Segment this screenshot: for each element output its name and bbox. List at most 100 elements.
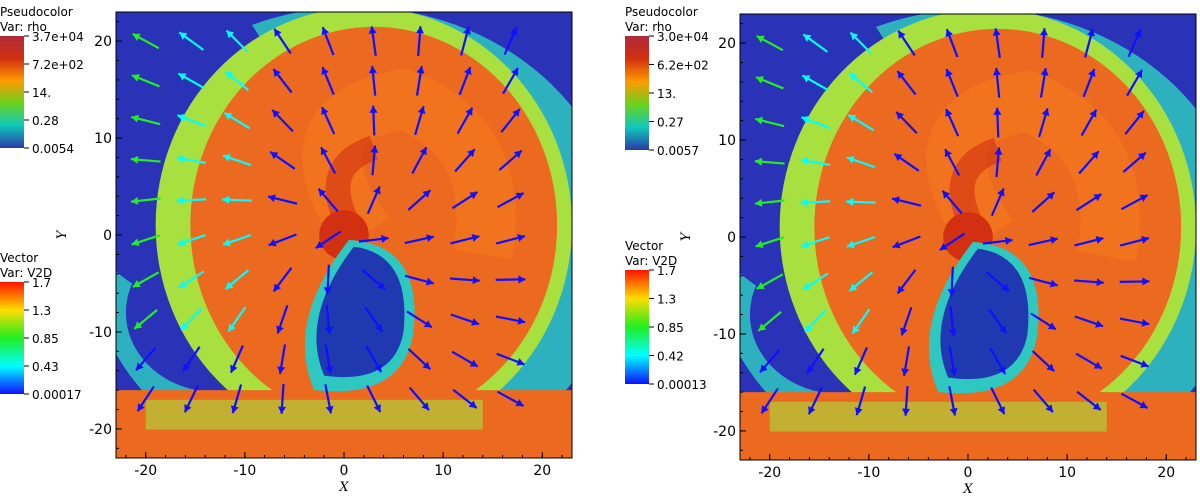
- legend-var: Var: rho: [0, 20, 47, 34]
- legend-value-label: 1.3: [657, 293, 676, 307]
- velocity-arrow: [456, 107, 474, 135]
- velocity-arrow: [757, 310, 782, 332]
- velocity-arrow: [1074, 315, 1104, 328]
- velocity-arrow: [406, 310, 433, 329]
- velocity-arrow: [982, 236, 1013, 245]
- velocity-arrow: [754, 198, 785, 207]
- x-tick-label: -20: [134, 463, 157, 479]
- velocity-arrow: [896, 70, 917, 96]
- legend-colorbar: [625, 36, 649, 150]
- velocity-arrow: [131, 234, 161, 247]
- velocity-arrow: [800, 236, 830, 249]
- velocity-arrow: [939, 232, 966, 252]
- x-tick-label: -10: [857, 465, 880, 481]
- velocity-arrow: [450, 276, 480, 285]
- velocity-arrow: [273, 28, 292, 55]
- velocity-arrow: [277, 344, 287, 374]
- velocity-arrow: [324, 344, 334, 374]
- velocity-arrow: [945, 68, 959, 98]
- velocity-arrow: [404, 234, 435, 245]
- velocity-arrow: [269, 150, 296, 170]
- y-tick-label: -10: [713, 327, 736, 343]
- velocity-arrow: [804, 309, 827, 333]
- y-tick-label: 20: [94, 34, 112, 50]
- legend-value-label: 14.: [32, 86, 51, 100]
- velocity-arrow: [502, 67, 519, 95]
- velocity-arrow: [759, 349, 781, 374]
- velocity-arrow: [415, 65, 425, 96]
- velocity-arrow: [802, 272, 829, 291]
- velocity-arrow: [176, 234, 206, 247]
- velocity-arrow: [176, 196, 207, 205]
- velocity-arrow: [948, 386, 958, 416]
- velocity-arrow: [496, 352, 525, 366]
- velocity-arrow: [222, 153, 252, 167]
- velocity-arrow: [755, 76, 784, 90]
- velocity-arrow: [366, 186, 381, 215]
- velocity-arrow: [407, 189, 432, 211]
- velocity-arrow: [358, 234, 389, 243]
- legend-value-label: 0.00017: [32, 388, 82, 402]
- legend-var: Var: V2D: [625, 254, 677, 268]
- velocity-arrow: [1120, 194, 1149, 211]
- velocity-arrow: [1035, 148, 1052, 176]
- density-cavity: [940, 248, 1029, 380]
- velocity-arrow: [177, 114, 206, 127]
- velocity-arrow: [755, 116, 785, 128]
- legend-value-label: 1.7: [32, 276, 51, 290]
- velocity-arrow: [760, 387, 779, 414]
- velocity-arrow: [985, 271, 1010, 293]
- velocity-arrow: [369, 105, 378, 136]
- velocity-arrow: [1078, 150, 1100, 175]
- density-cavity: [316, 246, 405, 378]
- velocity-arrow: [321, 66, 335, 96]
- velocity-arrow: [848, 72, 874, 94]
- velocity-arrow: [1075, 352, 1103, 370]
- chart-1-svg: -20 -10 0 10 2020100-10-20XYPseudocolorVar: …: [0, 5, 573, 495]
- velocity-arrow: [891, 196, 922, 207]
- velocity-arrow: [131, 74, 160, 88]
- velocity-arrow: [183, 385, 199, 413]
- velocity-arrow: [846, 197, 876, 206]
- legend-value-label: 3.7e+04: [32, 30, 84, 44]
- velocity-arrow: [893, 152, 920, 172]
- velocity-arrow: [317, 188, 339, 213]
- velocity-arrow: [896, 269, 917, 295]
- velocity-arrow: [178, 31, 205, 51]
- velocity-arrow: [941, 190, 963, 215]
- velocity-arrow: [315, 230, 342, 250]
- velocity-arrow: [132, 33, 160, 50]
- x-tick-label: 20: [1157, 465, 1175, 481]
- velocity-arrow: [368, 26, 377, 56]
- velocity-arrow: [324, 304, 333, 335]
- velocity-arrow: [229, 345, 244, 374]
- legend-value-label: 0.0054: [32, 142, 74, 156]
- velocity-arrow: [132, 271, 160, 288]
- velocity-arrow: [1124, 110, 1145, 135]
- velocity-arrow: [324, 384, 334, 414]
- velocity-arrow: [802, 33, 829, 53]
- legend-value-label: 1.3: [32, 304, 51, 318]
- velocity-arrow: [177, 72, 205, 90]
- legend-var: Var: V2D: [0, 266, 52, 280]
- velocity-arrow: [500, 108, 521, 133]
- y-tick-label: -10: [89, 325, 112, 341]
- velocity-arrow: [947, 266, 956, 297]
- velocity-arrow: [365, 345, 383, 373]
- velocity-arrow: [846, 235, 876, 249]
- velocity-arrow: [1119, 317, 1150, 327]
- velocity-arrow: [323, 264, 332, 295]
- velocity-arrow: [990, 387, 1006, 415]
- velocity-arrow: [897, 30, 916, 57]
- legend-value-label: 1.7: [657, 264, 676, 278]
- legend-value-label: 3.0e+04: [657, 30, 709, 44]
- velocity-arrow: [945, 108, 960, 137]
- velocity-arrow: [227, 306, 247, 333]
- y-tick-label: 10: [94, 131, 112, 147]
- velocity-arrow: [495, 315, 526, 325]
- velocity-arrow: [1039, 67, 1049, 98]
- velocity-arrow: [1082, 68, 1096, 98]
- y-tick-label: -20: [713, 424, 736, 440]
- x-tick-label: 10: [1058, 465, 1076, 481]
- y-tick-label: 0: [727, 230, 736, 246]
